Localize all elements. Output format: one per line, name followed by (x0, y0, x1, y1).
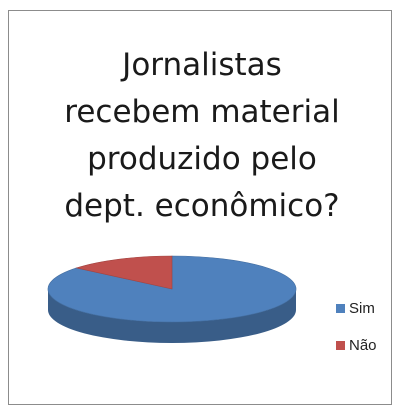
legend-item-nao: Não (336, 327, 377, 364)
pie-top (47, 255, 297, 323)
legend: Sim Não (336, 290, 377, 364)
pie-side-sim (48, 289, 296, 343)
pie-side (48, 289, 296, 343)
chart-title: Jornalistas recebem material produzido p… (64, 47, 340, 224)
legend-label-sim: Sim (349, 300, 375, 317)
pie-slice-nao (75, 255, 173, 290)
legend-label-nao: Não (349, 337, 377, 354)
legend-swatch-nao (336, 341, 345, 350)
legend-item-sim: Sim (336, 290, 377, 327)
legend-swatch-sim (336, 304, 345, 313)
